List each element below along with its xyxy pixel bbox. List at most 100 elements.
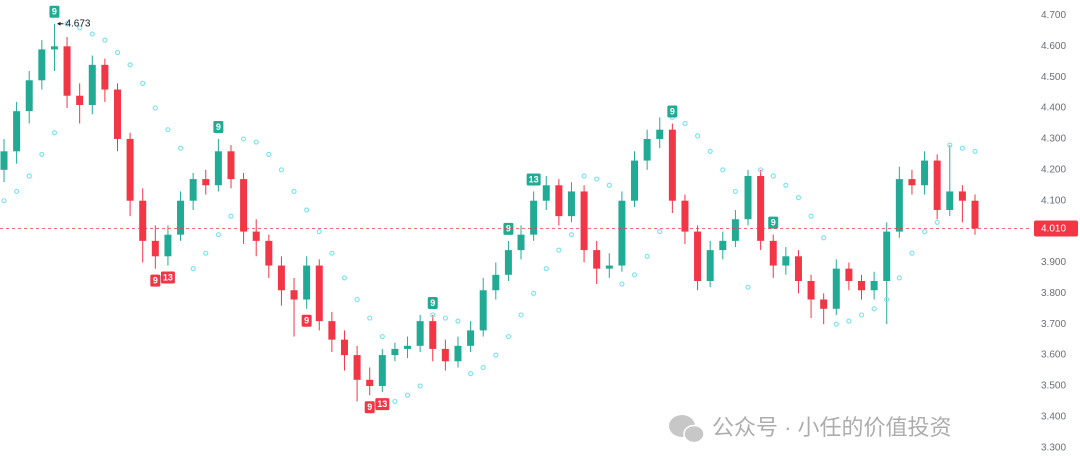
candle-body	[202, 179, 210, 186]
watermark: 公众号 · 小任的价值投资	[669, 415, 952, 444]
candle-body	[681, 200, 689, 232]
td-label-box	[364, 401, 375, 414]
wechat-icon	[683, 424, 705, 444]
sar-dot	[619, 281, 625, 287]
candle-body	[113, 89, 121, 139]
candle-body	[63, 46, 71, 96]
td-label-box	[375, 398, 390, 411]
candle-body	[492, 274, 500, 291]
sar-dot	[367, 315, 373, 321]
sar-dot	[972, 148, 978, 154]
candle-body	[25, 80, 33, 112]
sar-dot	[266, 151, 272, 157]
sar-dot	[291, 188, 297, 195]
sar-dot	[745, 284, 751, 290]
sar-dot	[795, 195, 802, 201]
y-tick-label: 4.200	[1041, 164, 1066, 175]
candle-body	[429, 321, 437, 349]
sar-dot	[783, 182, 789, 188]
watermark-text: 公众号 · 小任的价值投资	[712, 415, 952, 440]
candle-body	[694, 231, 702, 281]
sar-dot	[518, 312, 524, 318]
candle-body	[593, 250, 601, 269]
sar-dot	[379, 333, 385, 340]
td-label-box	[667, 105, 678, 118]
sar-dot	[64, 21, 70, 27]
sar-dot	[341, 275, 348, 281]
candle-body	[908, 179, 916, 186]
candle-body	[151, 240, 159, 257]
candle-body	[807, 280, 815, 300]
y-tick-label: 4.300	[1041, 134, 1066, 145]
candle-body	[252, 231, 260, 241]
y-tick-label: 4.100	[1041, 195, 1066, 206]
candle-body	[605, 265, 613, 269]
sar-dot	[417, 383, 423, 389]
candle-body	[353, 355, 361, 380]
sar-dot	[215, 232, 221, 238]
sar-dot	[896, 275, 902, 281]
candle-body	[227, 151, 235, 180]
candle-body	[315, 265, 323, 322]
sar-dot	[808, 213, 814, 219]
sar-dot	[329, 250, 335, 256]
candle-body	[189, 179, 197, 201]
candle-body	[883, 231, 891, 281]
candle-body	[479, 290, 487, 331]
sar-dot	[493, 352, 499, 358]
candle-body	[631, 160, 639, 201]
candle-body	[240, 179, 248, 232]
td-label-box	[150, 274, 161, 287]
y-tick-label: 3.400	[1041, 411, 1066, 422]
candle-body	[895, 179, 903, 232]
candle-body	[757, 176, 765, 241]
candle-body	[139, 200, 147, 241]
candle-body	[454, 345, 462, 362]
candle-body	[366, 379, 374, 386]
sar-dot	[39, 151, 45, 157]
sar-dot	[102, 37, 108, 43]
sar-dot	[240, 136, 247, 142]
td-label-box	[768, 216, 779, 229]
candle-body	[50, 46, 58, 50]
sar-dot	[177, 145, 184, 151]
td-label: 9	[771, 218, 776, 228]
sar-dot	[152, 105, 158, 111]
candle-body	[668, 129, 676, 201]
sar-dot	[720, 167, 726, 173]
sar-dot	[531, 290, 537, 296]
sar-dot	[278, 167, 285, 173]
sar-dot	[14, 188, 20, 195]
candle-body	[404, 345, 412, 349]
candle-body	[782, 256, 790, 266]
sar-dot	[505, 333, 512, 340]
sar-dot	[732, 188, 739, 195]
sar-dot	[871, 306, 877, 312]
sar-dot	[51, 130, 58, 136]
y-tick-label: 3.800	[1041, 288, 1066, 299]
candle-body	[870, 280, 878, 291]
y-tick-label: 3.700	[1041, 319, 1066, 330]
sar-dot	[190, 266, 196, 272]
y-tick-label: 3.500	[1041, 381, 1066, 392]
candle-body	[832, 268, 840, 309]
sar-dot	[657, 228, 663, 235]
sar-dot	[707, 148, 713, 154]
candle-body	[933, 160, 941, 210]
candle-body	[38, 49, 46, 81]
candle-body	[921, 160, 929, 186]
sar-dot	[1, 198, 7, 204]
candle-body	[946, 191, 954, 210]
td-label-box	[213, 120, 224, 133]
sar-dot	[694, 133, 701, 139]
td-label: 13	[377, 399, 387, 409]
td-label: 9	[367, 402, 372, 412]
sar-dot	[858, 312, 865, 318]
sar-dot	[480, 364, 486, 371]
sar-dot	[884, 296, 890, 303]
y-tick-label: 3.900	[1041, 257, 1066, 268]
candle-body	[303, 265, 311, 300]
last-price-label: 4.010	[1041, 224, 1066, 235]
y-tick-label: 4.600	[1041, 41, 1066, 52]
sar-dot	[430, 312, 436, 318]
